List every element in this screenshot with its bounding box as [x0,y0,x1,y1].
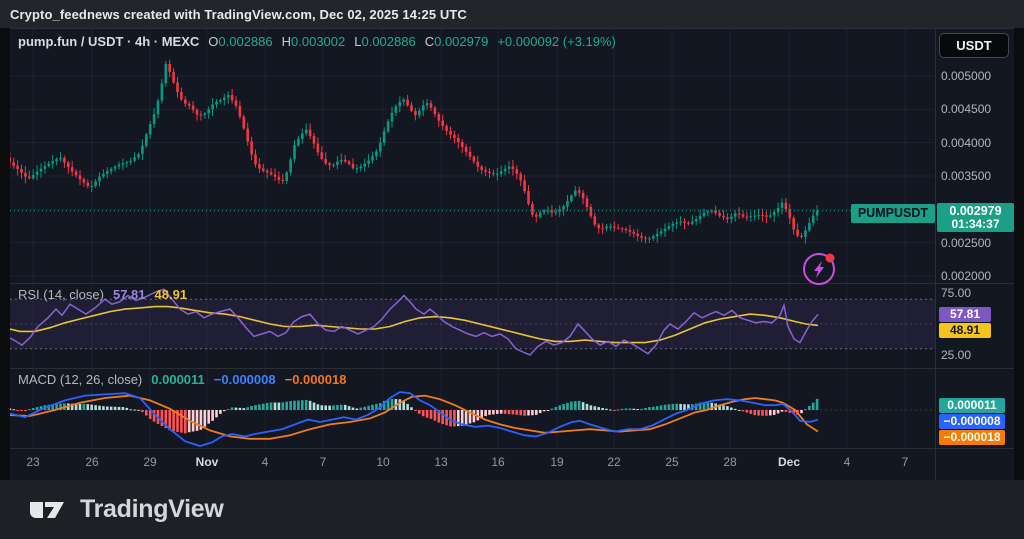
time-label[interactable]: 13 [434,455,448,469]
macd-hist-value: 0.000011 [151,372,205,387]
time-label[interactable]: Nov [195,455,219,469]
time-label[interactable]: 22 [607,455,621,469]
time-label[interactable]: 19 [550,455,564,469]
flash-icon [803,253,835,285]
time-label[interactable]: Dec [777,455,801,469]
time-label[interactable]: 28 [723,455,737,469]
rsi-ma-value: 48.91 [154,287,188,302]
time-label[interactable]: 16 [491,455,505,469]
frame-left [0,28,10,480]
time-label[interactable]: 10 [376,455,390,469]
ohlc-high: H0.003002 [281,34,346,49]
macd-title: MACD (12, 26, close) [18,372,143,387]
ohlc-low: L0.002886 [354,34,416,49]
top-bar: Crypto_feednews created with TradingView… [0,0,1024,28]
time-label[interactable]: 29 [143,455,157,469]
macd-legend[interactable]: MACD (12, 26, close) 0.000011 −0.000008 … [18,372,346,387]
ohlc-open: O0.002886 [208,34,273,49]
tradingview-wordmark[interactable]: TradingView [80,495,224,523]
macd-signal-value: −0.000018 [284,372,347,387]
time-label[interactable]: 7 [901,455,909,469]
rsi-value: 57.81 [112,287,146,302]
time-label[interactable]: 23 [26,455,40,469]
attribution-text: Crypto_feednews created with TradingView… [10,6,467,22]
currency-toggle-button[interactable]: USDT [939,33,1009,58]
time-label[interactable]: 7 [319,455,327,469]
frame-right [1014,28,1024,480]
ohlc-change: +0.000092 (+3.19%) [497,34,616,49]
macd-line-value: −0.000008 [213,372,276,387]
symbol-title: pump.fun / USDT · 4h · MEXC [18,34,200,49]
time-label[interactable]: 4 [261,455,269,469]
time-axis[interactable]: 23 26 29 Nov 4 7 10 13 16 19 22 25 28 Dec 4 7 [10,448,935,480]
rsi-legend[interactable]: RSI (14, close) 57.81 48.91 [18,287,187,302]
chart-widget[interactable]: pump.fun / USDT · 4h · MEXC O0.002886 H0… [10,28,1014,480]
footer-bar: TradingView [0,480,1024,539]
time-label[interactable]: 4 [843,455,851,469]
time-label[interactable]: 26 [85,455,99,469]
time-label[interactable]: 25 [665,455,679,469]
symbol-legend[interactable]: pump.fun / USDT · 4h · MEXC O0.002886 H0… [18,34,616,49]
chart-canvas[interactable] [10,28,1014,480]
ohlc-close: C0.002979 [424,34,489,49]
tradingview-logo-icon[interactable] [28,495,66,525]
rsi-title: RSI (14, close) [18,287,104,302]
